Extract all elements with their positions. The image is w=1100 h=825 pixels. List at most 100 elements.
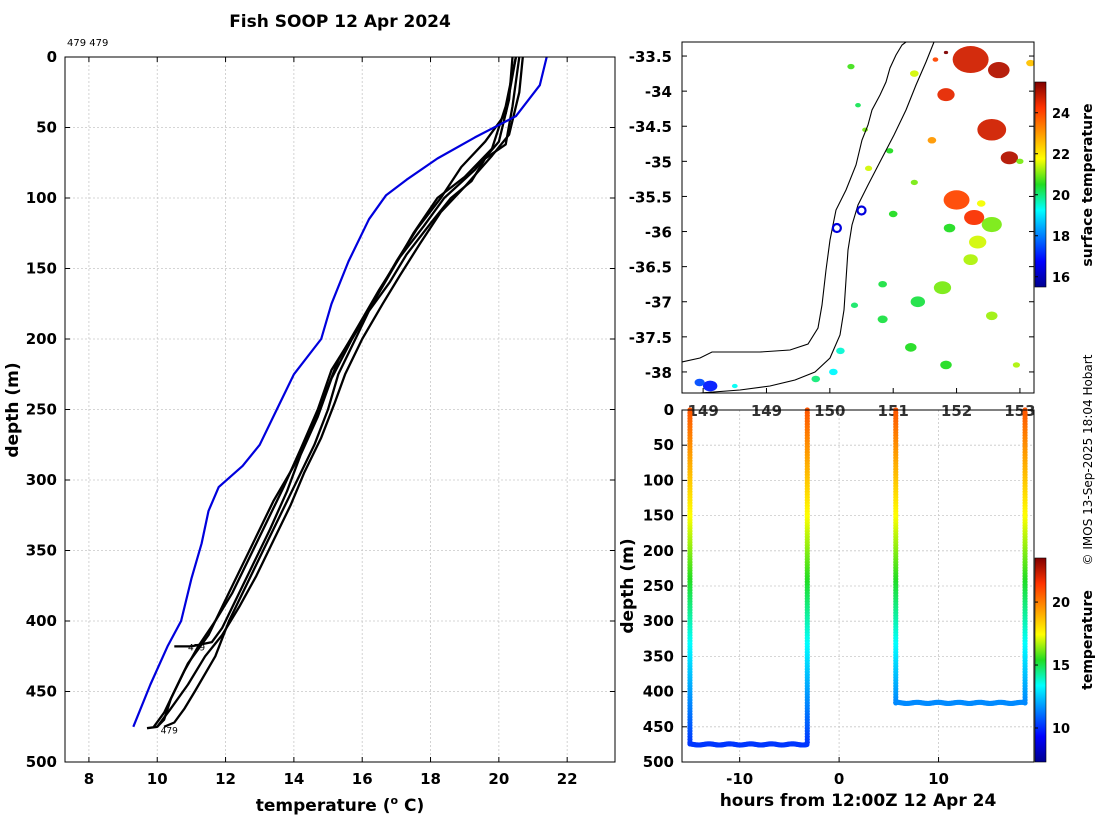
map-y-tick-label: -35 <box>645 153 672 171</box>
sst-patch <box>694 378 705 387</box>
y-tick-label: 250 <box>26 401 57 419</box>
section-y-tick-label: 50 <box>653 436 674 454</box>
sst-patch <box>877 315 888 324</box>
section-y-tick-label: 500 <box>643 753 674 771</box>
sst-patch <box>927 137 937 144</box>
y-tick-label: 300 <box>26 471 57 489</box>
left-series <box>132 56 548 730</box>
map-y-tick-label: -36 <box>645 224 672 242</box>
xbt-drop-marker <box>831 222 842 234</box>
temperature-colorbar-label: temperature <box>1080 590 1096 690</box>
section-grid <box>682 409 1034 763</box>
xbt-drop-marker <box>856 205 867 216</box>
temperature-colorbar <box>1034 557 1047 763</box>
map-y-tick-label: -34.5 <box>629 118 672 136</box>
map-ticks: -33.5 -34 -34.5 -35 -35.5 -36 -36.5 -37 -37.5 -38… <box>629 48 1036 420</box>
map-x-tick-label: 149 <box>751 402 782 420</box>
y-tick-label: 400 <box>26 612 57 630</box>
sst-patch <box>952 46 989 74</box>
series-line <box>163 56 521 728</box>
section-y-tick-label: 300 <box>643 612 674 630</box>
section-x-tick-label: 10 <box>928 770 949 788</box>
sst-patch <box>886 148 894 154</box>
sst-colorbar-tick-label: 22 <box>1052 148 1070 163</box>
map-y-tick-label: -33.5 <box>629 48 672 66</box>
y-tick-label: 500 <box>26 753 57 771</box>
x-tick-label: 14 <box>283 770 304 788</box>
sst-patch <box>1016 158 1024 165</box>
map-y-tick-label: -38 <box>645 364 672 382</box>
map-x-tick-label: 153 <box>1004 402 1035 420</box>
map-x-tick-label: 151 <box>878 402 909 420</box>
sst-patch <box>986 311 998 321</box>
map-x-tick-label: 152 <box>941 402 972 420</box>
chart-subtitle: 479 479 <box>67 38 108 49</box>
shelf-contour <box>699 42 935 393</box>
x-tick-label: 18 <box>420 770 441 788</box>
sst-patch <box>937 88 955 102</box>
map-y-tick-label: -35.5 <box>629 188 672 206</box>
sst-patch <box>964 209 985 226</box>
annotation-label: 479 <box>188 643 205 653</box>
y-tick-label: 50 <box>36 119 57 137</box>
sst-patch <box>850 302 859 308</box>
temperature-colorbar-tick-label: 20 <box>1052 596 1070 611</box>
temperature-colorbar-ticks: 10 15 20 <box>1035 596 1070 737</box>
left-plot-frame <box>64 56 616 763</box>
x-tick-label: 10 <box>147 770 168 788</box>
sst-patch <box>1026 59 1034 67</box>
series-line <box>152 56 514 728</box>
sst-colorbar-tick-label: 20 <box>1052 189 1070 204</box>
section-y-tick-label: 150 <box>643 507 674 525</box>
left-ticks: 8 10 12 14 16 18 20 22 0 50 100 150 200 250 300 350 400 4… <box>26 48 615 788</box>
sst-patch <box>943 50 949 55</box>
section-x-tick-label: -10 <box>726 770 753 788</box>
sst-patch <box>836 347 845 355</box>
sst-patch <box>1000 151 1018 165</box>
sst-patch <box>1012 362 1021 368</box>
sst-patch <box>731 383 738 389</box>
x-tick-label: 8 <box>84 770 94 788</box>
sst-patch <box>976 200 986 207</box>
sst-patch <box>855 103 861 108</box>
sst-colorbar-ticks: 16 18 20 22 24 <box>1035 107 1070 286</box>
y-tick-label: 350 <box>26 542 57 560</box>
y-tick-label: 450 <box>26 683 57 701</box>
sst-field <box>694 46 1034 392</box>
temperature-profile-panel: Fish SOOP 12 Apr 2024 479 479 479 479 8 10… <box>3 12 616 816</box>
sst-patch <box>933 281 952 295</box>
left-y-axis-label: depth (m) <box>3 362 23 457</box>
section-y-tick-label: 0 <box>664 401 674 419</box>
left-annotations: 479 479 <box>161 643 206 736</box>
temperature-colorbar-tick-label: 10 <box>1052 722 1070 737</box>
section-y-tick-label: 100 <box>643 471 674 489</box>
sst-patch <box>940 360 952 370</box>
y-tick-label: 0 <box>47 48 57 66</box>
sst-colorbar-tick-label: 16 <box>1052 271 1070 286</box>
chart-title: Fish SOOP 12 Apr 2024 <box>229 12 451 32</box>
section-y-tick-label: 400 <box>643 683 674 701</box>
x-tick-label: 12 <box>215 770 236 788</box>
sst-patch <box>702 380 718 392</box>
left-grid <box>65 56 615 763</box>
x-tick-label: 22 <box>557 770 578 788</box>
map-y-tick-label: -34 <box>645 83 672 101</box>
sst-patch <box>977 118 1007 141</box>
sst-patch <box>864 165 873 172</box>
section-x-axis-label: hours from 12:00Z 12 Apr 24 <box>720 791 997 811</box>
sst-colorbar-tick-label: 24 <box>1052 107 1070 122</box>
sst-patch <box>910 296 926 308</box>
section-y-tick-label: 350 <box>643 647 674 665</box>
series-line <box>156 56 518 728</box>
sst-colorbar <box>1034 81 1047 288</box>
sst-patch <box>888 210 898 218</box>
map-y-tick-label: -36.5 <box>629 259 672 277</box>
map-y-tick-label: -37 <box>645 294 672 312</box>
left-x-axis-label: temperature (o C) <box>256 794 425 816</box>
series-line <box>174 56 518 648</box>
map-frame <box>681 41 1035 394</box>
section-x-tick-label: 0 <box>834 770 844 788</box>
section-casts <box>687 407 1028 748</box>
